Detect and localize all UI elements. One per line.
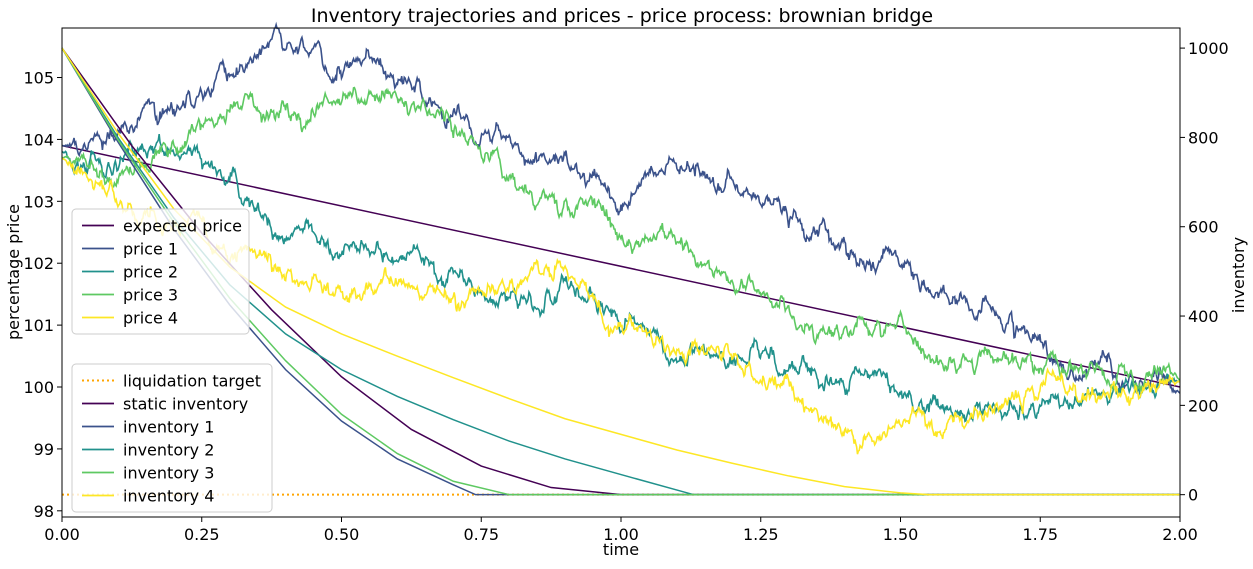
line-inventory-1 (61, 47, 1180, 496)
legend-box (71, 363, 273, 513)
x-tick-label: 0.25 (184, 525, 220, 544)
inventory-legend: liquidation target static inventory invent… (71, 363, 273, 513)
right-y-tick-label: 800 (1188, 128, 1219, 147)
legend-label-inventory-4: inventory 4 (123, 487, 214, 506)
right-y-axis-label: inventory (1229, 237, 1248, 313)
left-y-tick-label: 98 (34, 502, 54, 521)
legend-label-price-2: price 2 (123, 263, 178, 282)
left-y-axis-ticks: 98 99 100 101 102 103 104 105 (23, 69, 62, 521)
x-axis-ticks: 0.00 0.25 0.50 0.75 1.00 1.25 1.50 1.75 2.00 (44, 517, 1198, 544)
x-tick-label: 1.25 (743, 525, 779, 544)
legend-label-inventory-2: inventory 2 (123, 441, 214, 460)
left-y-tick-label: 105 (23, 69, 54, 88)
legend-label-price-1: price 1 (123, 240, 178, 259)
legend-label-static-inventory: static inventory (123, 395, 248, 414)
right-y-tick-label: 200 (1188, 396, 1219, 415)
legend-label-liquidation-target: liquidation target (123, 372, 261, 391)
legend-label-price-4: price 4 (123, 309, 178, 328)
line-static-inventory (61, 47, 1180, 496)
left-y-tick-label: 104 (23, 130, 54, 149)
left-y-tick-label: 100 (23, 378, 54, 397)
x-tick-label: 0.75 (463, 525, 499, 544)
x-tick-label: 1.50 (883, 525, 919, 544)
line-price-1 (61, 21, 1181, 395)
left-y-axis-label: percentage price (4, 204, 23, 340)
left-y-tick-label: 102 (23, 254, 54, 273)
x-axis-label: time (603, 540, 639, 559)
x-tick-label: 1.75 (1022, 525, 1058, 544)
left-y-tick-label: 99 (34, 440, 54, 459)
left-y-tick-label: 101 (23, 316, 54, 335)
right-y-axis-ticks: 0 200 400 600 800 1000 (1180, 39, 1229, 505)
right-y-tick-label: 400 (1188, 307, 1219, 326)
line-inventory-3 (61, 47, 1180, 496)
chart-title: Inventory trajectories and prices - pric… (311, 5, 933, 27)
legend-label-inventory-3: inventory 3 (123, 464, 214, 483)
line-expected-price (61, 144, 1181, 388)
right-y-tick-label: 1000 (1188, 39, 1229, 58)
right-y-tick-label: 0 (1188, 486, 1198, 505)
legend-box (71, 208, 250, 335)
line-price-2 (61, 133, 1181, 423)
x-tick-label: 1.00 (603, 525, 639, 544)
left-y-tick-label: 103 (23, 192, 54, 211)
legend-label-expected-price: expected price (123, 217, 242, 236)
x-tick-label: 0.50 (324, 525, 360, 544)
line-price-3 (61, 86, 1181, 394)
legend-label-inventory-1: inventory 1 (123, 418, 214, 437)
price-legend: expected price price 1 price 2 price 3 price… (71, 208, 250, 335)
x-tick-label: 2.00 (1162, 525, 1198, 544)
legend-label-price-3: price 3 (123, 286, 178, 305)
x-tick-label: 0.00 (44, 525, 80, 544)
right-y-tick-label: 600 (1188, 218, 1219, 237)
